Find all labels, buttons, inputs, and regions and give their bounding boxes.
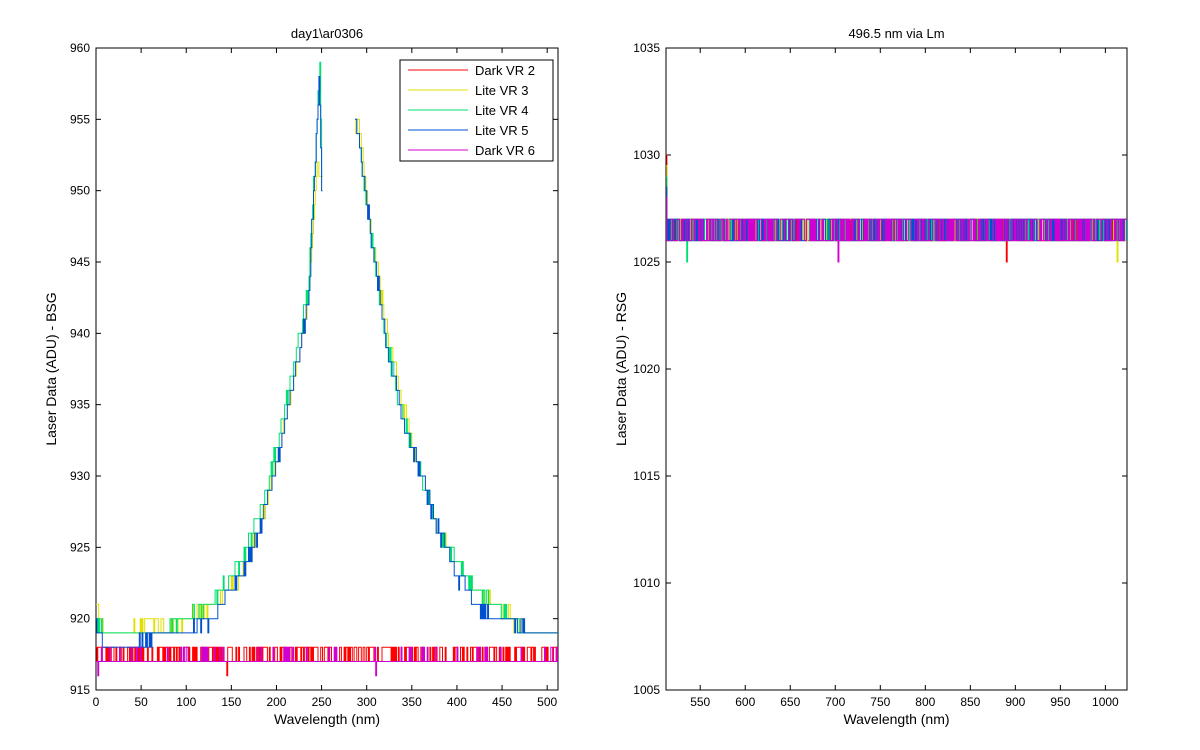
x-tick-label: 750: [870, 695, 890, 709]
y-tick-label: 915: [70, 683, 90, 697]
y-tick-label: 1015: [633, 469, 660, 483]
right-ticks: 550 600 650 700 750 800 850 900 950 1000 1005 1010 1…: [633, 41, 1127, 709]
y-tick-label: 940: [70, 326, 90, 340]
y-tick-label: 960: [70, 41, 90, 55]
legend-entry: Dark VR 6: [475, 143, 535, 158]
x-tick-label: 450: [492, 695, 512, 709]
right-axes: 550 600 650 700 750 800 850 900 950 1000 1005 1010 1…: [613, 26, 1128, 727]
left-y-axis-label: Laser Data (ADU) - BSG: [43, 292, 59, 445]
y-tick-label: 935: [70, 398, 90, 412]
x-tick-label: 550: [690, 695, 710, 709]
right-series: [666, 154, 1127, 263]
left-chart-title: day1\ar0306: [291, 26, 363, 41]
y-tick-label: 1010: [633, 576, 660, 590]
y-tick-label: 930: [70, 469, 90, 483]
legend-entry: Dark VR 2: [475, 63, 535, 78]
x-tick-label: 0: [93, 695, 100, 709]
left-series: [96, 61, 558, 677]
x-tick-label: 800: [915, 695, 935, 709]
legend-entry: Lite VR 3: [475, 83, 528, 98]
x-tick-label: 950: [1050, 695, 1070, 709]
y-tick-label: 920: [70, 612, 90, 626]
legend-entry: Lite VR 5: [475, 123, 528, 138]
series-line-dark-vr-6: [96, 646, 558, 677]
x-tick-label: 400: [447, 695, 467, 709]
x-tick-label: 300: [357, 695, 377, 709]
legend-entry: Lite VR 4: [475, 103, 528, 118]
y-tick-label: 945: [70, 255, 90, 269]
x-tick-label: 900: [1005, 695, 1025, 709]
x-tick-label: 600: [735, 695, 755, 709]
y-tick-label: 925: [70, 540, 90, 554]
left-ticks: 0 50 100 150 200 250 300 350 400 450 500 915 920 925 9…: [70, 41, 558, 709]
y-tick-label: 1005: [633, 683, 660, 697]
y-tick-label: 1030: [633, 148, 660, 162]
x-tick-label: 200: [266, 695, 286, 709]
x-tick-label: 50: [134, 695, 148, 709]
y-tick-label: 955: [70, 112, 90, 126]
y-tick-label: 1020: [633, 362, 660, 376]
legend: Dark VR 2 Lite VR 3 Lite VR 4 Lite VR 5 Dark…: [399, 59, 554, 162]
x-tick-label: 100: [176, 695, 196, 709]
y-tick-label: 950: [70, 184, 90, 198]
right-chart-title: 496.5 nm via Lm: [848, 26, 944, 41]
x-tick-label: 650: [780, 695, 800, 709]
y-tick-label: 1025: [633, 255, 660, 269]
series-line-dark-vr-6: [666, 197, 1127, 263]
right-y-axis-label: Laser Data (ADU) - RSG: [613, 292, 629, 446]
left-x-axis-label: Wavelength (nm): [274, 711, 380, 727]
left-axes: 0 50 100 150 200 250 300 350 400 450 500 915 920 925 9…: [43, 26, 559, 727]
x-tick-label: 250: [312, 695, 332, 709]
x-tick-label: 850: [960, 695, 980, 709]
y-tick-label: 1035: [633, 41, 660, 55]
x-tick-label: 700: [825, 695, 845, 709]
x-tick-label: 150: [221, 695, 241, 709]
x-tick-label: 1000: [1092, 695, 1119, 709]
right-plot-frame: [665, 47, 1128, 691]
x-tick-label: 350: [402, 695, 422, 709]
right-x-axis-label: Wavelength (nm): [843, 711, 949, 727]
x-tick-label: 500: [537, 695, 557, 709]
